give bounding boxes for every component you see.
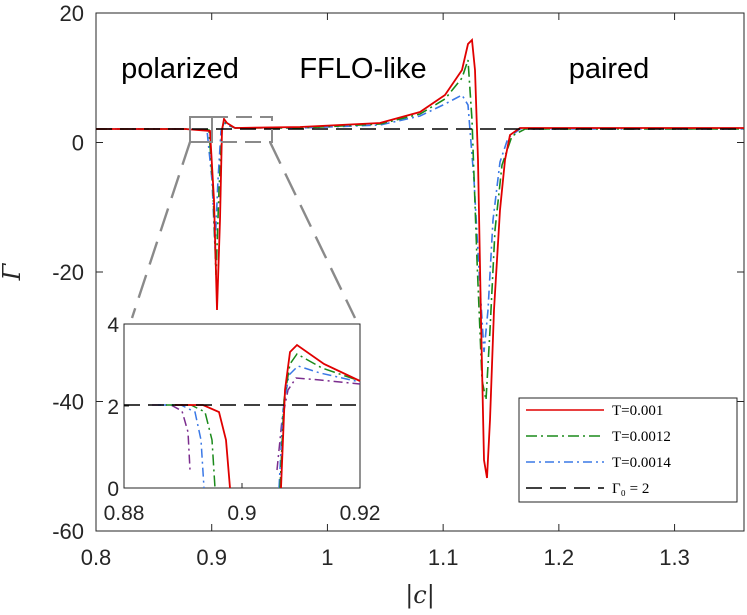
x-tick-label: 1.2 [544,545,575,570]
x-tick-label: 1.3 [659,545,690,570]
zoom-connector-right [268,141,357,319]
zoom-box-right [211,116,273,143]
inset-y-tick-label: 4 [107,314,119,337]
x-axis-label: |c| [405,581,435,610]
x-tick-label: 0.8 [81,545,112,570]
y-tick-label: -40 [52,390,84,415]
y-tick-label: -60 [52,519,84,544]
series-t001-line [96,38,744,479]
y-tick-label: -20 [52,260,84,285]
label-paired: paired [569,53,650,85]
zoom-connector-left [130,141,192,319]
inset-x-tick-label: 0.9 [227,502,256,525]
inset-series-t0016-right [276,377,361,471]
x-tick-label: 0.9 [196,545,227,570]
legend-box [518,397,738,503]
x-tick-label: 1 [321,545,333,570]
inset-y-tick-label: 0 [107,478,119,501]
legend-label-t001: T=0.001 [612,403,663,419]
inset-y-tick-label: 2 [107,396,119,419]
inset-axes-box [123,323,361,489]
y-tick-label: 20 [60,1,84,26]
y-tick-label: 0 [72,131,84,156]
label-fflo-like: FFLO-like [299,53,426,85]
inset-series-t0014-line [158,404,205,489]
legend-label-t0014: T=0.0014 [612,455,671,471]
legend-label-gamma0: Γ₀ = 2 [612,481,649,497]
legend: T=0.001 T=0.0012 T=0.0014 Γ₀ = 2 [518,397,738,503]
x-tick-label: 1.1 [428,545,459,570]
inset-x-tick-label: 0.92 [340,502,381,525]
main-curves [96,38,744,479]
inset-series-t001-line [175,404,231,489]
label-polarized: polarized [121,53,239,85]
inset-x-tick-label: 0.88 [104,502,145,525]
y-axis-label: Γ [0,262,26,281]
series-t0012-line [96,59,744,401]
inset-curves [124,343,361,489]
inset-ticks: 0.88 0.9 0.92 0 2 4 [104,314,381,525]
inset-series-t001-right [280,343,361,489]
main-x-ticks: 0.8 0.9 1 1.1 1.2 1.3 [81,13,690,570]
legend-label-t0012: T=0.0012 [612,429,671,445]
